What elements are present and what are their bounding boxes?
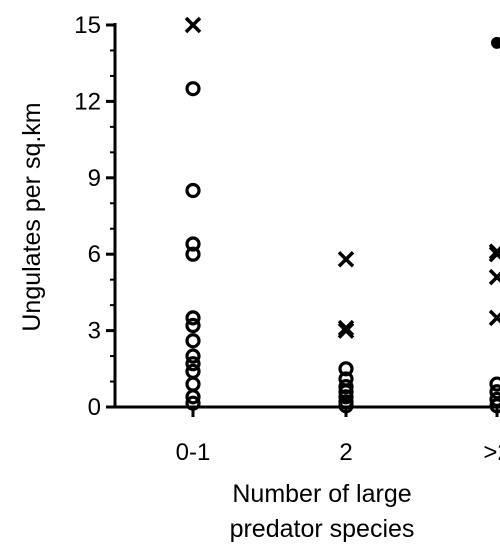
cross-point (337, 251, 355, 268)
y-tick-label: 12 (74, 88, 101, 115)
cross-point (488, 309, 500, 327)
cross-point (488, 245, 500, 263)
cross-stroke (488, 271, 500, 286)
cross-stroke (488, 246, 500, 260)
x-axis-ticks: 0-1 2 >2 (176, 407, 500, 466)
open-circle-point (185, 236, 201, 252)
cross-stroke (488, 248, 500, 263)
open-circle-point (489, 376, 500, 392)
open-circle-point (185, 81, 201, 97)
cross-stroke (488, 312, 500, 327)
x-tick-label: 2 (339, 439, 352, 466)
y-tick-label: 15 (74, 12, 101, 39)
x-tick-label: >2 (483, 439, 500, 466)
y-tick-label: 3 (88, 318, 101, 345)
open-circle-point (185, 182, 201, 199)
cross-stroke (337, 251, 355, 268)
open-circle-point (489, 384, 500, 400)
open-circle-point (185, 376, 201, 392)
cross-point (488, 243, 500, 260)
y-axis-ticks: 0 3 6 9 12 15 (74, 12, 115, 421)
y-tick-label: 9 (88, 165, 101, 192)
open-circle-point (338, 361, 354, 377)
open-circle-point (185, 246, 201, 262)
open-circle-point (185, 333, 201, 349)
data-points (184, 16, 500, 414)
y-tick-label: 6 (88, 241, 101, 268)
open-circle-point (489, 391, 500, 407)
cross-stroke (184, 16, 202, 34)
filled-circle-point (491, 36, 500, 49)
open-circle-point (489, 398, 500, 414)
x-tick-label: 0-1 (176, 439, 211, 466)
open-circle-point (185, 317, 201, 334)
y-tick-label: 0 (88, 394, 101, 421)
axes (113, 23, 500, 409)
open-circle-point (338, 389, 354, 405)
open-circle-point (185, 389, 201, 405)
open-circle-point (185, 363, 201, 379)
cross-point (488, 268, 500, 286)
open-circle-point (338, 384, 354, 400)
open-circle-point (338, 398, 354, 414)
y-axis-title: Ungulates per sq.km (18, 102, 46, 331)
cross-point (337, 322, 355, 339)
cross-stroke (337, 319, 355, 337)
open-circle-point (185, 356, 201, 372)
cross-stroke (337, 322, 355, 339)
cross-point (337, 319, 355, 337)
open-circle-point (185, 348, 201, 364)
open-circle-point (185, 310, 201, 326)
open-circle-point (338, 379, 354, 395)
x-axis-title-line-1: Number of large (232, 480, 411, 508)
x-axis-title-line-2: predator species (230, 515, 415, 543)
open-circle-point (185, 395, 201, 411)
cross-point (184, 16, 202, 34)
